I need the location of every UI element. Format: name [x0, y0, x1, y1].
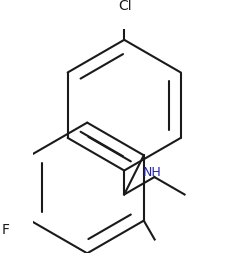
Text: Cl: Cl	[118, 0, 132, 13]
Text: F: F	[1, 224, 9, 237]
Text: NH: NH	[142, 166, 161, 179]
